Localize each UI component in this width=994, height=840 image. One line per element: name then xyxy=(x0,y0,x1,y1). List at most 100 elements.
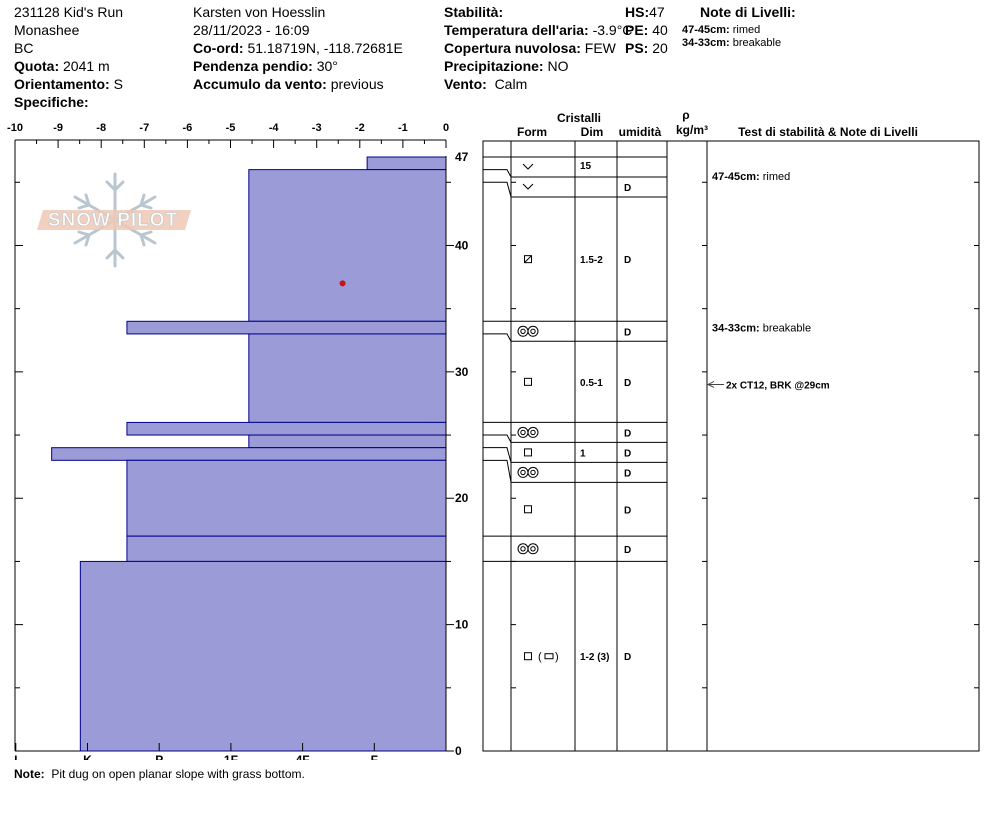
hardness-layer-bar xyxy=(126,320,447,335)
layer-connector xyxy=(483,169,512,178)
moisture-value: D xyxy=(624,448,631,459)
hardness-tick-label: I xyxy=(14,753,17,760)
moisture-value: D xyxy=(624,183,631,194)
moisture-value: D xyxy=(624,652,631,663)
depth-tick-label: 47 xyxy=(455,150,469,164)
cloud-cover: Copertura nuvolosa: FEW xyxy=(444,40,616,56)
layer-connector xyxy=(483,447,512,463)
rho-header: ρ xyxy=(682,108,689,122)
region-name: BC xyxy=(14,40,34,56)
dim-header: Dim xyxy=(581,125,604,139)
hardness-layer-bar xyxy=(248,169,447,322)
hardness-tick-label: P xyxy=(155,753,163,760)
header-note-2: 34-33cm: breakable xyxy=(682,37,782,49)
observer-name: Karsten von Hoesslin xyxy=(193,4,326,20)
slope-angle: Pendenza pendio: 30° xyxy=(193,58,338,74)
moisture-value: D xyxy=(624,428,631,439)
layer-note: 47-45cm: rimed xyxy=(712,171,790,183)
aspect: Orientamento: S xyxy=(14,76,123,92)
penetration-ski: PE: 40 xyxy=(625,22,668,38)
grain-form-square-paren-rect-icon: () xyxy=(524,651,559,663)
temp-tick-label: 0 xyxy=(443,122,449,134)
temp-tick-label: -6 xyxy=(183,122,193,134)
temp-tick-label: -9 xyxy=(53,122,63,134)
layer-notes-title: Note di Livelli: xyxy=(700,4,796,20)
grain-form-square-icon xyxy=(524,505,532,514)
layer-connector xyxy=(483,181,512,198)
temp-tick-label: -1 xyxy=(398,122,408,134)
grain-form-sq-slash-icon xyxy=(524,255,532,264)
temp-tick-label: -5 xyxy=(226,122,236,134)
grain-size: 1 xyxy=(580,448,586,459)
tests-header: Test di stabilità & Note di Livelli xyxy=(738,125,918,139)
grain-form-dblcircle-icon xyxy=(517,426,539,438)
temp-tick-label: -4 xyxy=(269,122,280,134)
hardness-tick-label: F xyxy=(371,753,378,760)
snow-height: HS:47 xyxy=(625,4,665,20)
air-temperature: Temperatura dell'aria: -3.9°C xyxy=(444,22,633,38)
layer-connector xyxy=(483,459,512,483)
observation-datetime: 28/11/2023 - 16:09 xyxy=(193,22,310,38)
hardness-layer-bar xyxy=(126,459,447,537)
temp-tick-label: -8 xyxy=(96,122,106,134)
hardness-tick-label: 4F xyxy=(296,753,310,760)
elevation: Quota: 2041 m xyxy=(14,58,110,74)
stability-test-result: 2x CT12, BRK @29cm xyxy=(726,380,830,391)
crystals-header: Cristalli xyxy=(557,111,601,125)
hardness-layer-bar xyxy=(248,333,447,423)
hardness-tick-label: K xyxy=(83,753,92,760)
layer-table-frame xyxy=(482,140,980,752)
depth-tick-label: 20 xyxy=(455,491,469,505)
stability: Stabilità: xyxy=(444,4,504,20)
svg-text:(: ( xyxy=(538,651,542,663)
logo-text: SNOW PILOT xyxy=(48,210,178,231)
wind-loading: Accumulo da vento: previous xyxy=(193,76,384,92)
snow-profile-chart: SNOW PILOT -10 -9 -8 -7 -6 -5 -4 -3 -2 -1 00102030… xyxy=(7,108,980,760)
layer-connector xyxy=(483,333,512,342)
snowpilot-logo: SNOW PILOT xyxy=(37,172,191,268)
temp-tick-label: -10 xyxy=(7,122,23,134)
header-note-1: 47-45cm: rimed xyxy=(682,24,761,36)
stability-test-arrowhead xyxy=(706,381,715,388)
grain-size: 0.5-1 xyxy=(580,378,603,389)
precipitation: Precipitazione: NO xyxy=(444,58,569,74)
layer-note: 34-33cm: breakable xyxy=(712,323,811,335)
moisture-value: D xyxy=(624,505,631,516)
depth-tick-label: 30 xyxy=(455,365,469,379)
grain-form-v-icon xyxy=(522,183,534,190)
specifics: Specifiche: xyxy=(14,94,89,110)
grain-form-dblcircle-icon xyxy=(517,543,539,555)
profile-note: Note: Pit dug on open planar slope with … xyxy=(14,767,305,781)
hardness-layer-bar xyxy=(79,560,447,752)
depth-tick-label: 40 xyxy=(455,238,469,252)
grain-form-dblcircle-icon xyxy=(517,466,539,478)
svg-text:): ) xyxy=(555,651,559,663)
moisture-value: D xyxy=(624,468,631,479)
grain-size: 15 xyxy=(580,161,592,172)
hardness-layer-bar xyxy=(248,434,447,449)
temp-tick-label: -2 xyxy=(355,122,365,134)
grain-size: 1-2 (3) xyxy=(580,652,609,663)
moisture-value: D xyxy=(624,255,631,266)
layer-connector xyxy=(483,434,512,443)
grain-form-square-icon xyxy=(524,448,532,457)
moisture-value: D xyxy=(624,545,631,556)
hardness-layer-bar xyxy=(366,156,447,171)
moisture-value: D xyxy=(624,378,631,389)
hardness-layer-bar xyxy=(126,421,447,436)
hardness-tick-label: 1F xyxy=(224,753,238,760)
range-name: Monashee xyxy=(14,22,80,38)
wind: Vento: Calm xyxy=(444,76,528,92)
site-name: 231128 Kid's Run xyxy=(14,4,124,20)
grain-size: 1.5-2 xyxy=(580,255,603,266)
moisture-value: D xyxy=(624,327,631,338)
temperature-point xyxy=(339,280,346,287)
depth-tick-label: 10 xyxy=(455,618,469,632)
coordinates: Co-ord: 51.18719N, -118.72681E xyxy=(193,40,403,56)
moisture-header: umidità xyxy=(619,125,662,139)
hardness-layer-bar xyxy=(126,535,447,562)
density-unit-header: kg/m³ xyxy=(676,123,708,137)
temp-tick-label: -3 xyxy=(312,122,322,134)
form-header: Form xyxy=(517,125,547,139)
temp-tick-label: -7 xyxy=(139,122,149,134)
